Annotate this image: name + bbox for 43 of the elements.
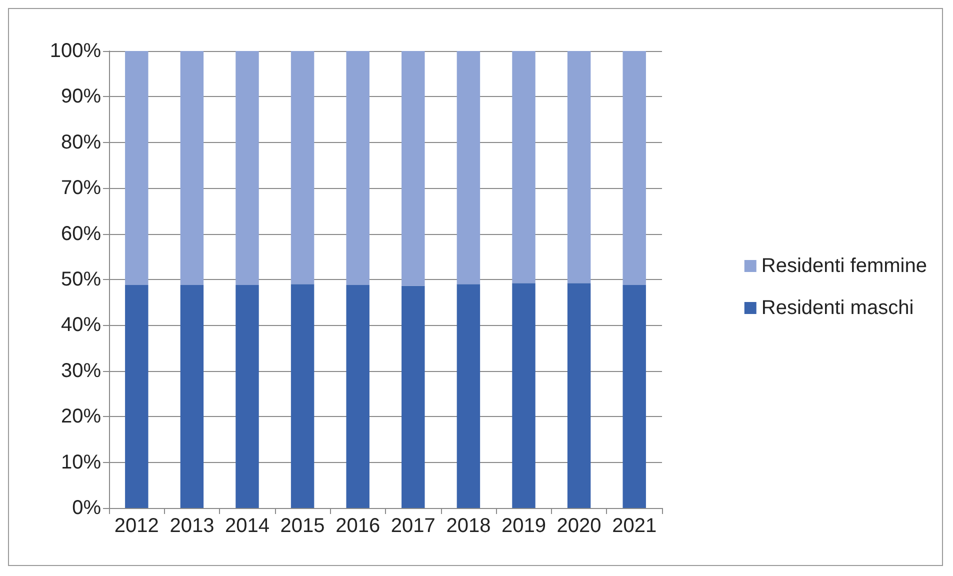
y-tick-label: 10%	[60, 451, 102, 474]
x-tick-label: 2017	[390, 515, 436, 537]
bar	[125, 51, 148, 285]
legend-label: Residenti femmine	[761, 255, 927, 277]
bar	[567, 51, 591, 284]
y-tick-label: 80%	[60, 131, 102, 154]
y-tick-label: 40%	[60, 314, 102, 336]
bar	[456, 284, 480, 508]
y-tick-label: 20%	[60, 406, 102, 428]
bar	[512, 283, 536, 508]
bar	[622, 51, 646, 285]
x-tick-label: 2020	[556, 515, 602, 537]
x-tick-label: 2018	[446, 515, 491, 537]
bar	[402, 51, 425, 286]
x-tick-label: 2012	[114, 515, 159, 537]
y-tick-label: 60%	[60, 222, 102, 245]
bar	[125, 284, 148, 508]
bar	[346, 51, 370, 285]
x-tick-label: 2021	[612, 515, 657, 537]
bar	[236, 284, 259, 508]
bar	[180, 51, 204, 285]
y-tick-label: 30%	[60, 360, 102, 382]
y-tick-label: 50%	[60, 268, 102, 290]
bar	[402, 286, 425, 508]
x-tick-label: 2016	[336, 515, 380, 537]
legend-label: Residenti maschi	[761, 297, 914, 319]
bar	[290, 51, 314, 284]
y-tick-label: 70%	[60, 177, 102, 200]
bar	[622, 284, 646, 508]
bar	[567, 283, 591, 508]
bar	[180, 284, 204, 508]
y-tick-label: 90%	[60, 86, 102, 108]
bar	[236, 51, 259, 285]
bar	[456, 51, 480, 284]
bar	[346, 284, 370, 508]
bar	[512, 51, 536, 284]
y-tick-label: 0%	[72, 497, 102, 519]
x-tick-label: 2019	[502, 515, 546, 537]
x-tick-label: 2013	[170, 515, 214, 537]
y-tick-label: 100%	[50, 40, 102, 62]
bar	[290, 284, 314, 508]
x-tick-label: 2014	[225, 515, 270, 537]
x-tick-label: 2015	[280, 515, 325, 537]
